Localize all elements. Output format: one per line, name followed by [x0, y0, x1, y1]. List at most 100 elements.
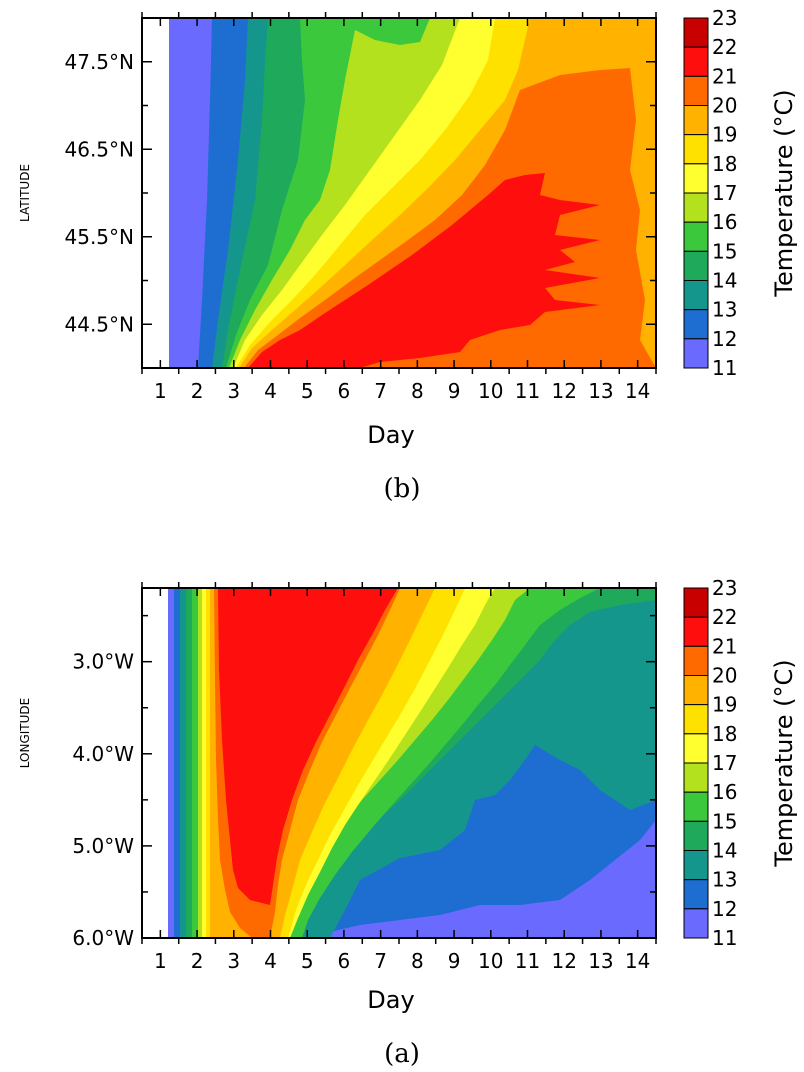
colorbar-label: 19 [712, 123, 737, 147]
colorbar-label: 20 [712, 94, 737, 118]
colorbar-swatch [683, 791, 709, 822]
x-tick-label: 8 [411, 949, 424, 973]
x-tick-label: 1 [154, 949, 167, 973]
x-tick-label: 11 [515, 949, 540, 973]
panel-b: 1 2 3 4 5 6 7 8 9 10 11 12 13 1447.5°N46.5°N45.5°N44.… [18, 6, 798, 504]
colorbar-swatch [683, 616, 709, 647]
band-b-21 [244, 68, 656, 368]
colorbar-label: 17 [712, 751, 737, 775]
colorbar-label: 23 [712, 6, 737, 30]
band-b-22 [248, 173, 600, 368]
colorbar-swatch [683, 105, 709, 136]
panel-a-ylabel: LONGITUDE [18, 698, 32, 768]
x-tick-label: 11 [515, 379, 540, 403]
x-tick-label: 3 [227, 949, 240, 973]
panel-b-xlabel: Day [367, 421, 414, 449]
x-tick-label: 6 [338, 379, 351, 403]
colorbar-label: 11 [712, 356, 737, 380]
panel-a-xlabel: Day [367, 986, 414, 1014]
colorbar-swatch [683, 338, 709, 369]
colorbar-swatch [683, 762, 709, 793]
colorbar-swatch [683, 704, 709, 735]
colorbar-label: 14 [712, 839, 737, 863]
colorbar-label: 22 [712, 35, 737, 59]
colorbar-swatch [683, 221, 709, 252]
colorbar-swatch [683, 879, 709, 910]
x-tick-label: 9 [448, 949, 461, 973]
x-tick-label: 2 [191, 379, 204, 403]
colorbar-swatch [683, 280, 709, 311]
colorbar-label: 19 [712, 693, 737, 717]
band-a-22 [218, 588, 398, 905]
colorbar-swatch [683, 675, 709, 706]
x-tick-label: 12 [551, 379, 576, 403]
x-tick-label: 5 [301, 379, 314, 403]
y-tick-label: 5.0°W [72, 834, 134, 858]
x-tick-label: 13 [588, 949, 613, 973]
colorbar-swatch [683, 850, 709, 881]
x-tick-label: 7 [374, 949, 387, 973]
panel-b-axes: 1 2 3 4 5 6 7 8 9 10 11 12 13 1447.5°N46.5°N45.5°N44.… [65, 12, 657, 403]
colorbar-label: 13 [712, 868, 737, 892]
colorbar-label: 15 [712, 239, 737, 263]
colorbar-label: 23 [712, 576, 737, 600]
colorbar-label: 22 [712, 605, 737, 629]
colorbar-swatch [683, 733, 709, 764]
colorbar-label: 15 [712, 809, 737, 833]
panel-a-plot-area [142, 588, 656, 938]
x-tick-label: 4 [264, 949, 277, 973]
colorbar-swatch [683, 17, 709, 48]
x-tick-label: 9 [448, 379, 461, 403]
y-tick-label: 3.0°W [72, 650, 134, 674]
colorbar-label: 11 [712, 926, 737, 950]
y-tick-label: 4.0°W [72, 742, 134, 766]
colorbar-swatch [683, 250, 709, 281]
colorbar-swatch [683, 163, 709, 194]
colorbar-swatch [683, 46, 709, 77]
x-tick-label: 6 [338, 949, 351, 973]
colorbar-label: 18 [712, 152, 737, 176]
colorbar-label: 21 [712, 64, 737, 88]
colorbar-label: 20 [712, 664, 737, 688]
x-tick-label: 4 [264, 379, 277, 403]
colorbar-label: 12 [712, 327, 737, 351]
x-tick-label: 14 [625, 379, 650, 403]
y-tick-label: 45.5°N [65, 225, 135, 249]
y-tick-label: 47.5°N [65, 50, 135, 74]
y-tick-label: 6.0°W [72, 926, 134, 950]
x-tick-label: 8 [411, 379, 424, 403]
panel-a-colorbar-title: Temperature (°C) [770, 659, 798, 867]
x-tick-label: 10 [478, 379, 503, 403]
colorbar-label: 16 [712, 210, 737, 234]
colorbar-swatch [683, 587, 709, 618]
x-tick-label: 7 [374, 379, 387, 403]
colorbar-label: 12 [712, 897, 737, 921]
panel-b-colorbar: 23 22 21 20 19 18 17 16 15 14 13 12 11 [683, 6, 737, 380]
panel-a-panel-label: (a) [384, 1039, 420, 1069]
colorbar-swatch [683, 908, 709, 939]
x-tick-label: 10 [478, 949, 503, 973]
panel-b-ylabel: LATITUDE [18, 164, 32, 222]
colorbar-swatch [683, 134, 709, 165]
panel-b-panel-label: (b) [384, 474, 421, 504]
x-tick-label: 3 [227, 379, 240, 403]
colorbar-label: 21 [712, 634, 737, 658]
x-tick-label: 14 [625, 949, 650, 973]
colorbar-swatch [683, 75, 709, 107]
panel-b-colorbar-title: Temperature (°C) [770, 89, 798, 297]
colorbar-label: 18 [712, 722, 737, 746]
colorbar-label: 17 [712, 181, 737, 205]
colorbar-label: 13 [712, 298, 737, 322]
x-tick-label: 1 [154, 379, 167, 403]
x-tick-label: 12 [551, 949, 576, 973]
colorbar-swatch [683, 192, 709, 223]
panel-a: 1 2 3 4 5 6 7 8 9 10 11 12 13 143.0°W4.0°W5.0°W6.0°W … [18, 576, 798, 1069]
colorbar-swatch [683, 645, 709, 676]
panel-b-plot-area [142, 18, 656, 368]
colorbar-label: 14 [712, 269, 737, 293]
x-tick-label: 13 [588, 379, 613, 403]
colorbar-label: 16 [712, 780, 737, 804]
x-tick-label: 2 [191, 949, 204, 973]
x-tick-label: 5 [301, 949, 314, 973]
